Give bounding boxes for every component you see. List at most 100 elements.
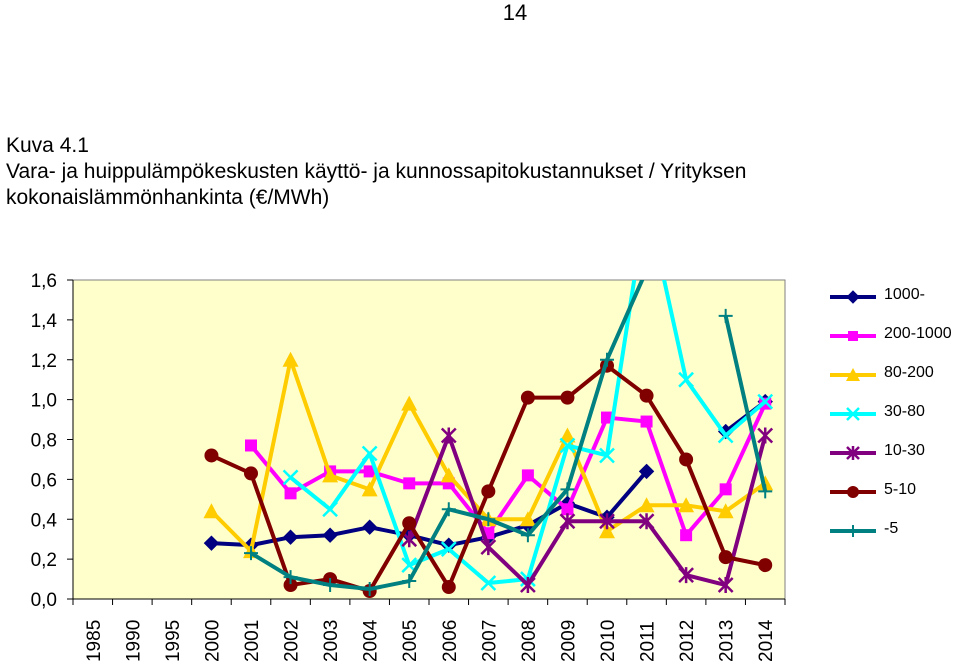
series-2-point	[363, 465, 376, 478]
series-2-point-shape	[245, 439, 257, 452]
series-2-point	[601, 411, 613, 424]
series-1-point	[322, 527, 338, 543]
series-4-point	[559, 437, 576, 454]
series-4-point	[757, 393, 774, 410]
series-2-point	[561, 503, 574, 516]
legend-swatch-marker-shape	[846, 407, 860, 421]
series-2-point-shape	[601, 411, 613, 424]
series-7-point	[560, 482, 575, 497]
legend-swatch-marker	[846, 368, 860, 381]
series-1-point	[282, 529, 299, 545]
series-2-point	[521, 469, 534, 482]
series-7-point-shape	[560, 482, 575, 497]
series-7-point	[244, 546, 258, 561]
series-5-point	[678, 567, 694, 584]
series-4-point	[282, 469, 299, 486]
series-5-point-shape	[599, 513, 615, 530]
series-1-point-shape	[282, 529, 299, 545]
series-7-point-shape	[441, 502, 456, 517]
legend-swatch-marker	[847, 525, 859, 537]
series-5-point	[440, 427, 457, 444]
series-4-point-shape	[757, 393, 774, 410]
series-2-point	[403, 477, 416, 490]
series-7-point-shape	[323, 578, 338, 593]
series-5-point-shape	[678, 567, 694, 584]
x-tick-label: 2014	[756, 619, 777, 662]
legend-swatch-marker-shape	[848, 331, 858, 341]
y-tick-label: 1,4	[31, 311, 58, 332]
series-3-point	[559, 427, 576, 443]
series-2-point	[680, 529, 693, 542]
series-5	[401, 427, 774, 594]
page-number: 14	[502, 0, 528, 25]
series-6-point	[679, 452, 694, 467]
series-4-point-shape	[717, 427, 734, 444]
y-tick-label: 0,8	[31, 431, 57, 452]
legend-item: 5-10	[826, 478, 956, 517]
legend-label: 200-1000	[884, 325, 952, 342]
series-7	[244, 263, 773, 597]
x-tick-label: 2006	[440, 620, 461, 662]
series-6-point-shape	[639, 388, 654, 403]
legend-label: 5-10	[884, 481, 917, 498]
legend-label: 30-80	[884, 403, 925, 420]
x-tick-label: 2002	[282, 620, 303, 662]
legend-swatch	[830, 331, 876, 341]
series-4-point-shape	[640, 193, 654, 207]
series-7-point	[362, 582, 377, 597]
series-2-line	[249, 402, 768, 538]
series-6-point-shape	[244, 466, 258, 481]
series-4-point	[440, 541, 457, 558]
series-2-point	[640, 415, 653, 428]
series-6-point	[560, 390, 575, 405]
y-tick-label: 0,0	[31, 590, 57, 611]
series-7-point	[718, 308, 733, 323]
legend-swatch	[830, 525, 876, 537]
series-6-point-shape	[679, 452, 694, 467]
series-4-point-shape	[361, 445, 378, 462]
series-7-line	[723, 315, 768, 492]
series-7-point-shape	[520, 528, 535, 543]
series-6-point	[244, 466, 258, 481]
x-tick-label: 2001	[242, 620, 263, 662]
series-6-point-shape	[520, 390, 535, 405]
series-6-point	[402, 516, 417, 531]
series-6-point	[758, 558, 773, 573]
series-3-point-shape	[717, 503, 734, 519]
x-tick-label: 2010	[598, 620, 619, 662]
series-7-point-shape	[362, 582, 377, 597]
series-6-point	[441, 580, 456, 595]
series-2-point-shape	[719, 483, 732, 496]
series-1-point-shape	[361, 519, 378, 535]
series-6	[204, 358, 773, 599]
series-7-point-shape	[244, 546, 258, 561]
x-tick-label: 2012	[677, 620, 698, 662]
series-7-point	[520, 528, 535, 543]
series-4-point-shape	[440, 541, 457, 558]
series-7-point-shape	[718, 308, 733, 323]
series-7-point	[323, 578, 338, 593]
legend-swatch-marker	[846, 407, 860, 421]
x-tick-label: 2007	[479, 620, 500, 662]
legend-swatch-marker	[846, 446, 860, 460]
legend-item: 30-80	[826, 400, 956, 439]
legend-swatch	[830, 290, 876, 304]
series-3-point-shape	[322, 467, 339, 483]
series-3-point-shape	[401, 395, 418, 411]
series-5-point	[559, 513, 576, 530]
series-7-point-shape	[640, 263, 654, 277]
series-5-point	[757, 427, 774, 444]
series-4-point-shape	[282, 469, 299, 486]
series-2	[245, 397, 772, 542]
series-3-point	[401, 395, 418, 411]
x-tick-label: 1990	[123, 620, 144, 662]
series-5-point-shape	[520, 577, 536, 594]
legend-label: -5	[884, 520, 899, 537]
caption-title-line1: Vara- ja huippulämpökeskusten käyttö- ja…	[6, 160, 747, 183]
series-1-line	[211, 470, 649, 548]
series-3-point-shape	[559, 427, 576, 443]
series-2-point	[284, 487, 297, 500]
legend-item: 1000-	[826, 283, 956, 322]
legend-swatch	[830, 446, 876, 460]
plot-series-group	[203, 193, 774, 599]
